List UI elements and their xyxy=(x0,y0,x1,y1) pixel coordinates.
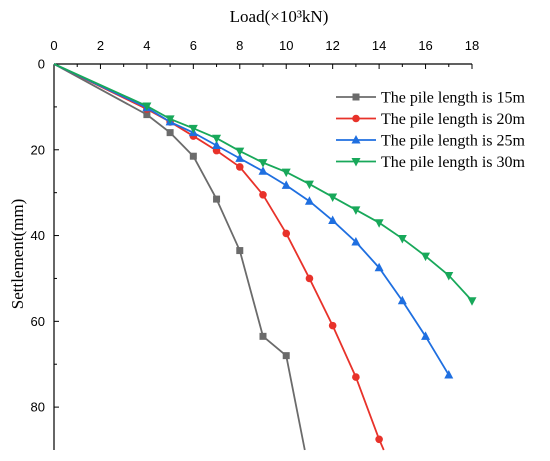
legend-item: The pile length is 30m xyxy=(336,154,526,171)
data-point xyxy=(352,114,360,123)
data-point xyxy=(374,262,384,272)
data-point xyxy=(328,215,338,225)
data-point xyxy=(421,331,431,340)
data-point xyxy=(467,297,477,306)
data-point xyxy=(282,352,290,360)
y-tick-label: 20 xyxy=(31,142,45,157)
data-point xyxy=(397,295,407,305)
data-point xyxy=(397,235,407,244)
y-tick-label: 0 xyxy=(38,57,45,72)
data-point xyxy=(143,111,151,119)
data-point xyxy=(142,102,152,112)
y-tick-label: 80 xyxy=(31,400,45,415)
legend-item: The pile length is 25m xyxy=(336,133,526,150)
data-point xyxy=(259,191,267,199)
legend-label: The pile length is 25m xyxy=(381,133,526,150)
x-axis-title: Load(×10³kN) xyxy=(230,7,329,26)
data-point xyxy=(258,166,268,175)
data-point xyxy=(352,93,360,101)
x-tick-label: 6 xyxy=(190,38,197,53)
data-point xyxy=(235,147,245,157)
x-tick-label: 0 xyxy=(50,38,57,53)
x-tick-label: 8 xyxy=(236,38,243,53)
series-group xyxy=(53,63,306,451)
data-point xyxy=(328,321,337,330)
data-point xyxy=(212,134,222,144)
legend-label: The pile length is 15m xyxy=(381,90,526,107)
data-point xyxy=(282,229,291,238)
legend-label: The pile length is 30m xyxy=(381,154,526,171)
series-line xyxy=(53,63,473,302)
x-tick-label: 18 xyxy=(465,38,479,53)
series-group xyxy=(53,63,454,379)
x-tick-label: 4 xyxy=(143,38,150,53)
data-point xyxy=(258,159,268,168)
data-point xyxy=(188,124,198,134)
data-point xyxy=(375,435,383,444)
data-point xyxy=(281,168,291,178)
data-point xyxy=(421,252,431,262)
axes: 0 2 4 6 8 10 12 14 16 18 0 20 40 60 80 xyxy=(31,38,479,450)
data-point xyxy=(259,332,267,340)
data-point xyxy=(213,195,221,203)
y-tick-label: 60 xyxy=(31,314,45,329)
data-point xyxy=(235,163,244,171)
x-tick-label: 16 xyxy=(418,38,432,53)
data-point xyxy=(351,158,361,167)
data-point xyxy=(351,135,361,144)
data-point xyxy=(281,180,291,189)
x-tick-label: 2 xyxy=(97,38,104,53)
data-point xyxy=(236,247,244,255)
legend-label: The pile length is 20m xyxy=(381,111,526,128)
series-line xyxy=(53,63,385,451)
y-axis-title: Settlement(mm) xyxy=(8,199,27,309)
data-point xyxy=(444,369,454,379)
series-group xyxy=(53,63,477,306)
data-point xyxy=(444,271,454,281)
data-point xyxy=(351,206,361,215)
series-group xyxy=(53,63,385,451)
data-point xyxy=(305,274,314,283)
x-tick-label: 10 xyxy=(279,38,293,53)
data-point xyxy=(351,236,361,246)
y-tick-label: 40 xyxy=(31,228,45,243)
x-tick-label: 14 xyxy=(372,38,386,53)
data-point xyxy=(235,153,245,162)
legend: The pile length is 15m The pile length is… xyxy=(336,90,526,171)
legend-item: The pile length is 15m xyxy=(336,90,526,107)
data-point xyxy=(304,196,314,205)
data-point xyxy=(304,180,314,190)
data-point xyxy=(374,219,384,228)
series-layer xyxy=(53,63,477,451)
data-point xyxy=(189,152,197,160)
legend-item: The pile length is 20m xyxy=(336,111,526,128)
data-point xyxy=(352,373,360,381)
data-point xyxy=(166,129,174,137)
data-point xyxy=(165,115,175,124)
data-point xyxy=(328,193,338,202)
x-tick-label: 12 xyxy=(325,38,339,53)
data-point xyxy=(212,140,222,149)
